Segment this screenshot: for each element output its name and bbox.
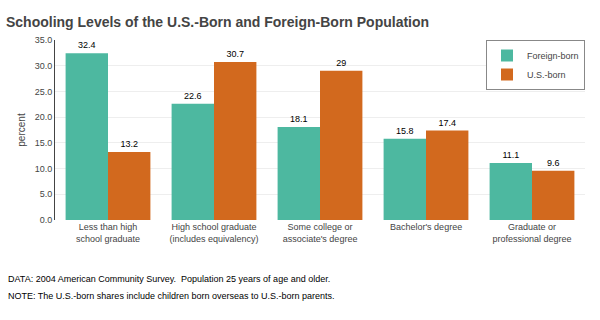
svg-text:Less than highschool graduate: Less than highschool graduate: [76, 222, 140, 244]
svg-text:15.8: 15.8: [396, 126, 414, 136]
svg-text:25.0: 25.0: [35, 87, 53, 97]
svg-text:Some college orassociate's deg: Some college orassociate's degree: [283, 222, 358, 244]
svg-text:5.0: 5.0: [40, 189, 53, 199]
svg-text:20.0: 20.0: [35, 112, 53, 122]
svg-text:Graduate orprofessional degree: Graduate orprofessional degree: [492, 222, 571, 244]
svg-text:17.4: 17.4: [438, 118, 456, 128]
svg-text:15.0: 15.0: [35, 138, 53, 148]
svg-text:30.0: 30.0: [35, 61, 53, 71]
svg-text:0.0: 0.0: [40, 215, 53, 225]
svg-text:NOTE: The U.S.-born shares inc: NOTE: The U.S.-born shares include child…: [8, 291, 335, 301]
svg-text:9.6: 9.6: [547, 158, 560, 168]
svg-text:29: 29: [336, 58, 346, 68]
svg-text:22.6: 22.6: [184, 91, 202, 101]
svg-text:DATA: 2004 American Community: DATA: 2004 American Community Survey. Po…: [8, 274, 330, 284]
svg-text:Schooling Levels of the U.S.-B: Schooling Levels of the U.S.-Born and Fo…: [6, 14, 429, 30]
svg-text:35.0: 35.0: [35, 35, 53, 45]
svg-text:Foreign-born: Foreign-born: [527, 51, 579, 61]
svg-text:30.7: 30.7: [226, 49, 244, 59]
svg-text:32.4: 32.4: [78, 40, 96, 50]
svg-text:High school graduate(includes: High school graduate(includes equivalenc…: [169, 222, 258, 244]
svg-text:10.0: 10.0: [35, 164, 53, 174]
svg-text:Bachelor's degree: Bachelor's degree: [390, 222, 462, 232]
svg-text:11.1: 11.1: [502, 150, 519, 160]
svg-text:18.1: 18.1: [290, 114, 308, 124]
svg-text:U.S.-born: U.S.-born: [527, 70, 566, 80]
svg-text:13.2: 13.2: [120, 139, 138, 149]
svg-text:percent: percent: [16, 113, 27, 147]
